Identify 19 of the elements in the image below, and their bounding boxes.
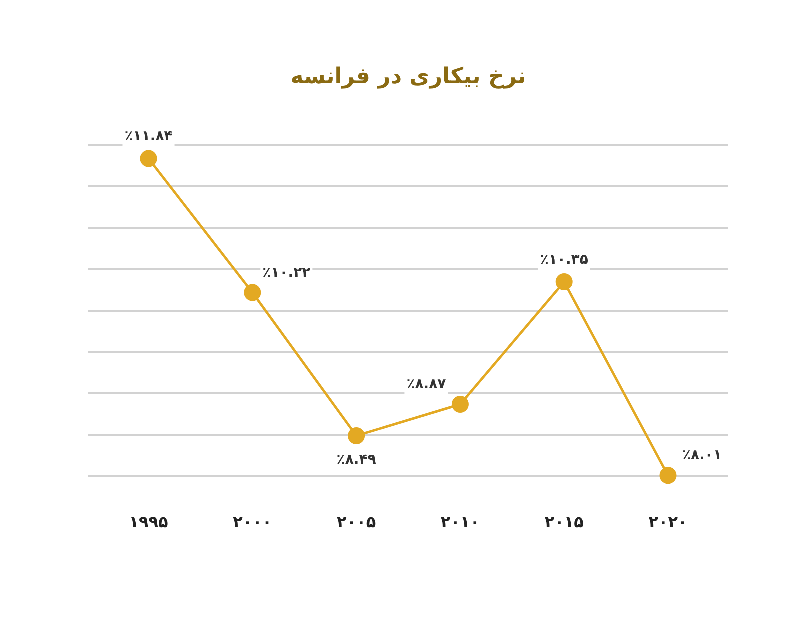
point [348,427,366,444]
data-label: ٪۸.۴۹ [336,452,377,468]
point [660,467,677,484]
x-tick-label: ۲۰۲۰ [648,512,688,532]
data-label: ٪۸.۸۷ [406,376,447,393]
point [244,284,262,302]
data-label: ٪۸.۰۱ [682,448,722,464]
chart-title: نرخ بیکاری در فرانسه [290,64,526,90]
data-label: ٪۱۰.۲۲ [262,264,312,281]
data-label: ٪۱۱.۸۴ [124,128,174,145]
point [556,274,573,291]
x-tick-label: ۲۰۰۰ [233,512,272,532]
x-tick-label: ۲۰۰۵ [337,512,376,532]
point [452,396,469,413]
x-tick-label: ۲۰۱۰ [440,512,480,532]
data-label: ٪۱۰.۳۵ [540,252,589,268]
x-tick-label: ۲۰۱۵ [544,512,584,532]
point [140,150,158,168]
x-tick-label: ۱۹۹۵ [129,512,169,532]
